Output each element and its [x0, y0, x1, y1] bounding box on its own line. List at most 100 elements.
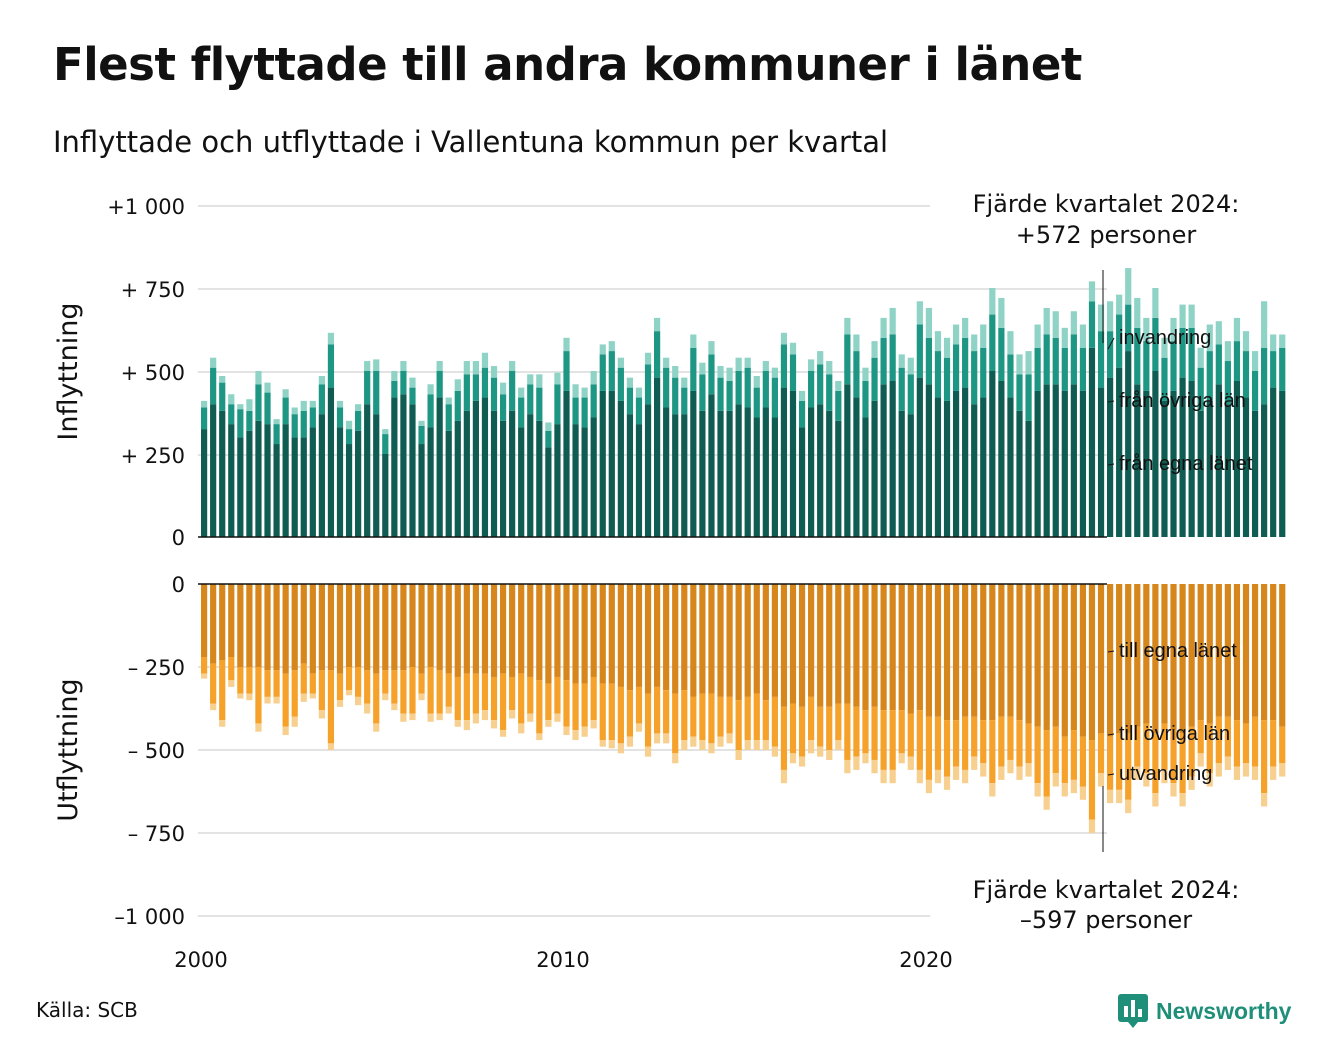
bar-utflyttning-s2	[572, 730, 579, 741]
y-axis-title: Utflyttning	[53, 678, 84, 821]
bar-utflyttning-s1	[490, 676, 498, 721]
bar-inflyttning-s2	[554, 372, 561, 385]
bar-utflyttning-s0	[771, 584, 778, 697]
bar-inflyttning-s2	[971, 334, 978, 352]
bar-utflyttning-s0	[246, 584, 253, 667]
bar-inflyttning-s2	[871, 341, 878, 358]
bar-utflyttning-s1	[762, 700, 769, 741]
bar-utflyttning-s2	[409, 713, 416, 721]
bar-inflyttning-s0	[1261, 404, 1268, 537]
bar-inflyttning-s1	[844, 334, 851, 385]
bar-inflyttning-s1	[1233, 341, 1241, 381]
bar-inflyttning-s0	[907, 414, 914, 537]
bar-inflyttning-s0	[1043, 384, 1050, 537]
bar-utflyttning-s1	[1233, 720, 1241, 767]
bar-utflyttning-s2	[654, 733, 661, 744]
bar-inflyttning-s1	[817, 364, 824, 405]
bar-inflyttning-s1	[590, 384, 597, 418]
bar-inflyttning-s0	[282, 424, 289, 537]
bar-inflyttning-s1	[499, 394, 507, 421]
bar-utflyttning-s0	[762, 584, 769, 701]
bar-inflyttning-s1	[391, 380, 398, 398]
bar-utflyttning-s1	[916, 710, 923, 770]
bar-utflyttning-s2	[871, 759, 878, 774]
bar-utflyttning-s2	[1079, 786, 1087, 800]
bar-inflyttning-s2	[246, 399, 253, 411]
bar-utflyttning-s0	[318, 584, 325, 671]
bar-inflyttning-s1	[608, 351, 615, 391]
bar-inflyttning-s0	[1206, 400, 1213, 537]
label-leader	[1107, 773, 1115, 776]
bar-utflyttning-s1	[454, 676, 461, 721]
bar-utflyttning-s0	[364, 584, 371, 671]
bar-utflyttning-s2	[1097, 773, 1105, 787]
bar-utflyttning-s1	[1016, 720, 1023, 767]
bar-utflyttning-s0	[499, 584, 507, 674]
bar-utflyttning-s2	[717, 736, 724, 747]
bar-utflyttning-s0	[572, 584, 579, 684]
bar-utflyttning-s0	[826, 584, 833, 707]
bar-utflyttning-s2	[971, 756, 978, 770]
bar-utflyttning-s0	[654, 584, 661, 687]
bar-utflyttning-s1	[590, 676, 597, 721]
bar-inflyttning-s2	[336, 400, 344, 408]
bar-utflyttning-s1	[391, 670, 398, 704]
bar-inflyttning-s0	[418, 444, 425, 537]
bar-utflyttning-s1	[998, 716, 1005, 767]
bar-inflyttning-s1	[789, 354, 797, 391]
bar-inflyttning-s0	[771, 417, 778, 537]
bar-utflyttning-s2	[1279, 763, 1286, 777]
bar-inflyttning-s0	[481, 397, 489, 537]
bar-inflyttning-s1	[436, 371, 443, 398]
bar-utflyttning-s0	[490, 584, 498, 677]
bar-inflyttning-s1	[1170, 341, 1177, 391]
bar-utflyttning-s0	[998, 584, 1005, 717]
bar-inflyttning-s0	[472, 400, 479, 537]
bar-utflyttning-s0	[210, 584, 217, 664]
bar-inflyttning-s0	[934, 397, 942, 537]
bar-inflyttning-s0	[355, 430, 362, 537]
bar-utflyttning-s1	[518, 673, 525, 724]
bar-inflyttning-s1	[527, 384, 534, 415]
bar-inflyttning-s2	[798, 390, 806, 401]
bar-inflyttning-s2	[726, 367, 733, 381]
bar-inflyttning-s2	[1134, 297, 1141, 328]
bar-inflyttning-s1	[1134, 327, 1141, 385]
bar-utflyttning-s0	[626, 584, 634, 691]
bar-utflyttning-s2	[907, 756, 914, 770]
bar-inflyttning-s1	[1242, 351, 1250, 398]
bar-inflyttning-s2	[1034, 324, 1041, 348]
bar-utflyttning-s0	[1116, 584, 1123, 734]
bar-inflyttning-s2	[952, 324, 960, 345]
bar-utflyttning-s1	[980, 720, 987, 764]
bar-inflyttning-s0	[545, 447, 552, 537]
bar-inflyttning-s2	[1197, 347, 1204, 368]
bar-inflyttning-s1	[309, 407, 316, 428]
bar-inflyttning-s0	[681, 414, 688, 537]
bar-inflyttning-s0	[1161, 400, 1168, 537]
bar-inflyttning-s2	[635, 387, 643, 398]
bar-utflyttning-s0	[554, 584, 561, 677]
bar-utflyttning-s0	[599, 584, 606, 684]
bar-utflyttning-s1	[509, 676, 516, 711]
bar-utflyttning-s0	[536, 584, 543, 681]
bar-utflyttning-s1	[327, 670, 335, 744]
bar-inflyttning-s2	[1016, 354, 1023, 375]
bar-inflyttning-s2	[644, 352, 652, 365]
bar-utflyttning-s1	[409, 667, 416, 714]
bar-utflyttning-s1	[1079, 736, 1087, 787]
bar-inflyttning-s0	[291, 437, 298, 537]
bar-utflyttning-s2	[880, 769, 887, 784]
bar-utflyttning-s0	[409, 584, 416, 667]
bar-utflyttning-s2	[690, 736, 697, 747]
bar-inflyttning-s0	[943, 400, 951, 537]
bar-inflyttning-s1	[690, 347, 697, 391]
bar-inflyttning-s1	[1215, 344, 1222, 385]
bar-inflyttning-s2	[590, 371, 597, 385]
bar-utflyttning-s1	[672, 693, 679, 754]
bar-utflyttning-s0	[808, 584, 815, 697]
bar-inflyttning-s0	[1279, 390, 1286, 537]
bar-inflyttning-s2	[962, 317, 969, 338]
bar-inflyttning-s0	[1034, 390, 1041, 537]
bar-utflyttning-s1	[219, 660, 226, 721]
